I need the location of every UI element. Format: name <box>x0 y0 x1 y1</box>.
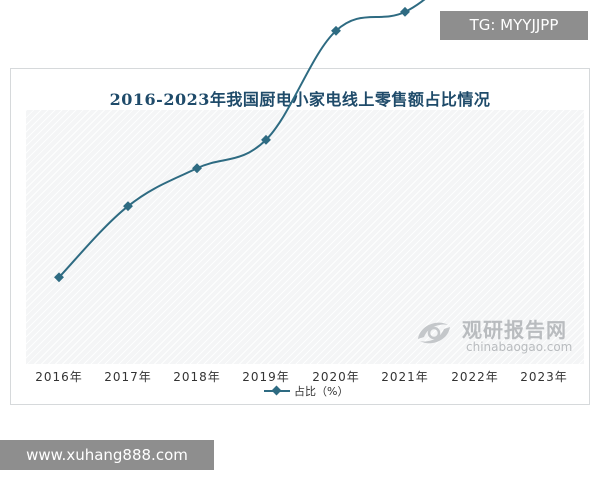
watermark-logo-icon <box>418 322 450 344</box>
legend: 占比（%） <box>264 383 348 399</box>
footer-url: www.xuhang888.com <box>0 440 214 470</box>
plot-area <box>26 110 584 364</box>
x-tick-label: 2016年 <box>35 370 83 384</box>
watermark-url: chinabaogao.com <box>466 340 573 354</box>
legend-line-icon <box>264 385 290 396</box>
x-tick-label: 2019年 <box>242 370 290 384</box>
data-point-3 <box>261 134 271 145</box>
data-point-2 <box>192 163 202 174</box>
data-point-1 <box>123 201 133 212</box>
chart-title: 2016-2023年我国厨电小家电线上零售额占比情况 <box>109 90 491 109</box>
watermark-name: 观研报告网 <box>462 318 567 342</box>
watermark: 观研报告网 chinabaogao.com <box>414 314 574 356</box>
x-tick-label: 2017年 <box>104 370 152 384</box>
x-tick-label: 2018年 <box>173 370 221 384</box>
data-point-5 <box>400 6 410 17</box>
x-tick-label: 2023年 <box>520 370 568 384</box>
legend-label: 占比（%） <box>294 385 349 398</box>
x-tick-label: 2020年 <box>312 370 360 384</box>
x-tick-label: 2022年 <box>451 370 499 384</box>
telegram-tag: TG: MYYJJPP <box>440 11 588 40</box>
series-line <box>58 0 426 278</box>
x-tick-label: 2021年 <box>381 370 429 384</box>
